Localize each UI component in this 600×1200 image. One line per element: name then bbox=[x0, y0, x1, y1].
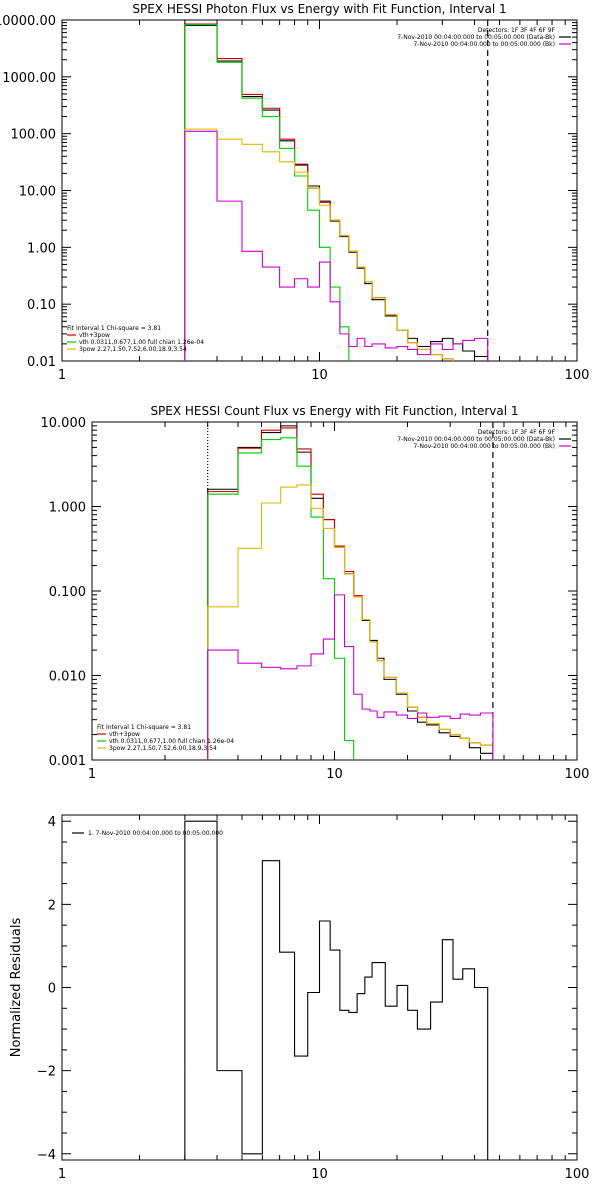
series-line-3 bbox=[184, 128, 489, 361]
x-tick-label: 1 bbox=[58, 368, 66, 383]
series-line-4 bbox=[207, 594, 494, 760]
series-line-1 bbox=[184, 23, 489, 361]
legend-text: vth 0.0311,0.677,1.00 full chian 1.26e-0… bbox=[79, 339, 204, 346]
series-line-0 bbox=[184, 24, 489, 361]
y-tick-label: 100.00 bbox=[11, 128, 57, 143]
legend-text: vth+3pow bbox=[109, 731, 140, 738]
y-tick-label: 0.001 bbox=[49, 754, 86, 769]
y-tick-label: 10.00 bbox=[19, 185, 56, 200]
y-tick-label: 2 bbox=[48, 898, 56, 913]
legend-text: Detectors: 1F 3F 4F 6F 9F bbox=[478, 27, 556, 34]
x-tick-label: 10 bbox=[326, 767, 343, 782]
series-line-2 bbox=[207, 437, 494, 760]
y-axis-label: Normalized Residuals bbox=[9, 918, 24, 1058]
x-tick-label: 100 bbox=[565, 1167, 590, 1182]
x-tick-label: 10 bbox=[311, 1167, 328, 1182]
x-tick-label: 1 bbox=[88, 767, 96, 782]
y-tick-label: 0.01 bbox=[27, 355, 56, 370]
legend-text: 7-Nov-2010 00:04:00.000 to 00:05:00.000 … bbox=[397, 34, 555, 41]
series-line-1 bbox=[207, 427, 494, 760]
y-tick-label: 0.10 bbox=[27, 298, 56, 313]
y-tick-label: 0 bbox=[48, 982, 56, 997]
y-tick-label: 1000.00 bbox=[2, 71, 56, 86]
y-tick-label: 10000.00 bbox=[0, 14, 56, 29]
legend-text: 7-Nov-2010 00:04:00.000 to 00:05:00.000 … bbox=[413, 41, 555, 48]
y-tick-label: 1.000 bbox=[49, 501, 86, 516]
y-tick-label: 1.00 bbox=[27, 241, 56, 256]
legend-text: 7-Nov-2010 00:04:00.000 to 00:05:00.000 … bbox=[397, 436, 555, 443]
legend-text: vth+3pow bbox=[79, 332, 110, 339]
series-group bbox=[184, 23, 489, 361]
chart-title: SPEX HESSI Photon Flux vs Energy with Fi… bbox=[132, 2, 506, 16]
legend-text: vth 0.0311,0.677,1.00 full chian 1.26e-0… bbox=[109, 738, 234, 745]
legend-text: 1. 7-Nov-2010 00:04:00.000 to 00:05:00.0… bbox=[88, 830, 223, 837]
series-group bbox=[207, 425, 494, 760]
series-line-3 bbox=[207, 484, 494, 760]
legend-text: Fit Interval 1 Chi-square = 3.81 bbox=[67, 325, 161, 332]
panel-1: SPEX HESSI Photon Flux vs Energy with Fi… bbox=[0, 2, 590, 383]
y-tick-label: 10.000 bbox=[41, 416, 87, 431]
legend-text: 3pow 2.27,1.50,7.52,6.00,18.9,3.54 bbox=[109, 745, 217, 752]
x-tick-label: 100 bbox=[565, 368, 590, 383]
y-tick-label: 0.100 bbox=[49, 585, 86, 600]
legend-text: Fit Interval 1 Chi-square = 3.81 bbox=[97, 724, 191, 731]
panel-2: SPEX HESSI Count Flux vs Energy with Fit… bbox=[41, 404, 590, 782]
panel-3: 1 10 100 4 2 0 −2 −4 Normalized Residuals 1. 7-No… bbox=[9, 814, 590, 1182]
chart-title: SPEX HESSI Count Flux vs Energy with Fit… bbox=[150, 404, 518, 418]
x-tick-label: 1 bbox=[58, 1167, 66, 1182]
series-line-0 bbox=[184, 820, 489, 1160]
legend-text: 3pow 2.27,1.50,7.52,6.00,18.9,3.54 bbox=[79, 346, 187, 353]
series-group bbox=[184, 820, 489, 1160]
x-tick-label: 10 bbox=[311, 368, 328, 383]
y-tick-label: 4 bbox=[48, 815, 56, 830]
y-tick-label: −2 bbox=[37, 1065, 56, 1080]
y-tick-label: −4 bbox=[37, 1148, 56, 1163]
series-line-0 bbox=[207, 425, 494, 760]
y-tick-label: 0.010 bbox=[49, 670, 86, 685]
legend-text: 7-Nov-2010 00:04:00.000 to 00:05:00.000 … bbox=[413, 443, 555, 450]
series-line-4 bbox=[184, 130, 489, 361]
legend-text: Detectors: 1F 3F 4F 6F 9F bbox=[478, 429, 556, 436]
x-tick-label: 100 bbox=[565, 767, 590, 782]
